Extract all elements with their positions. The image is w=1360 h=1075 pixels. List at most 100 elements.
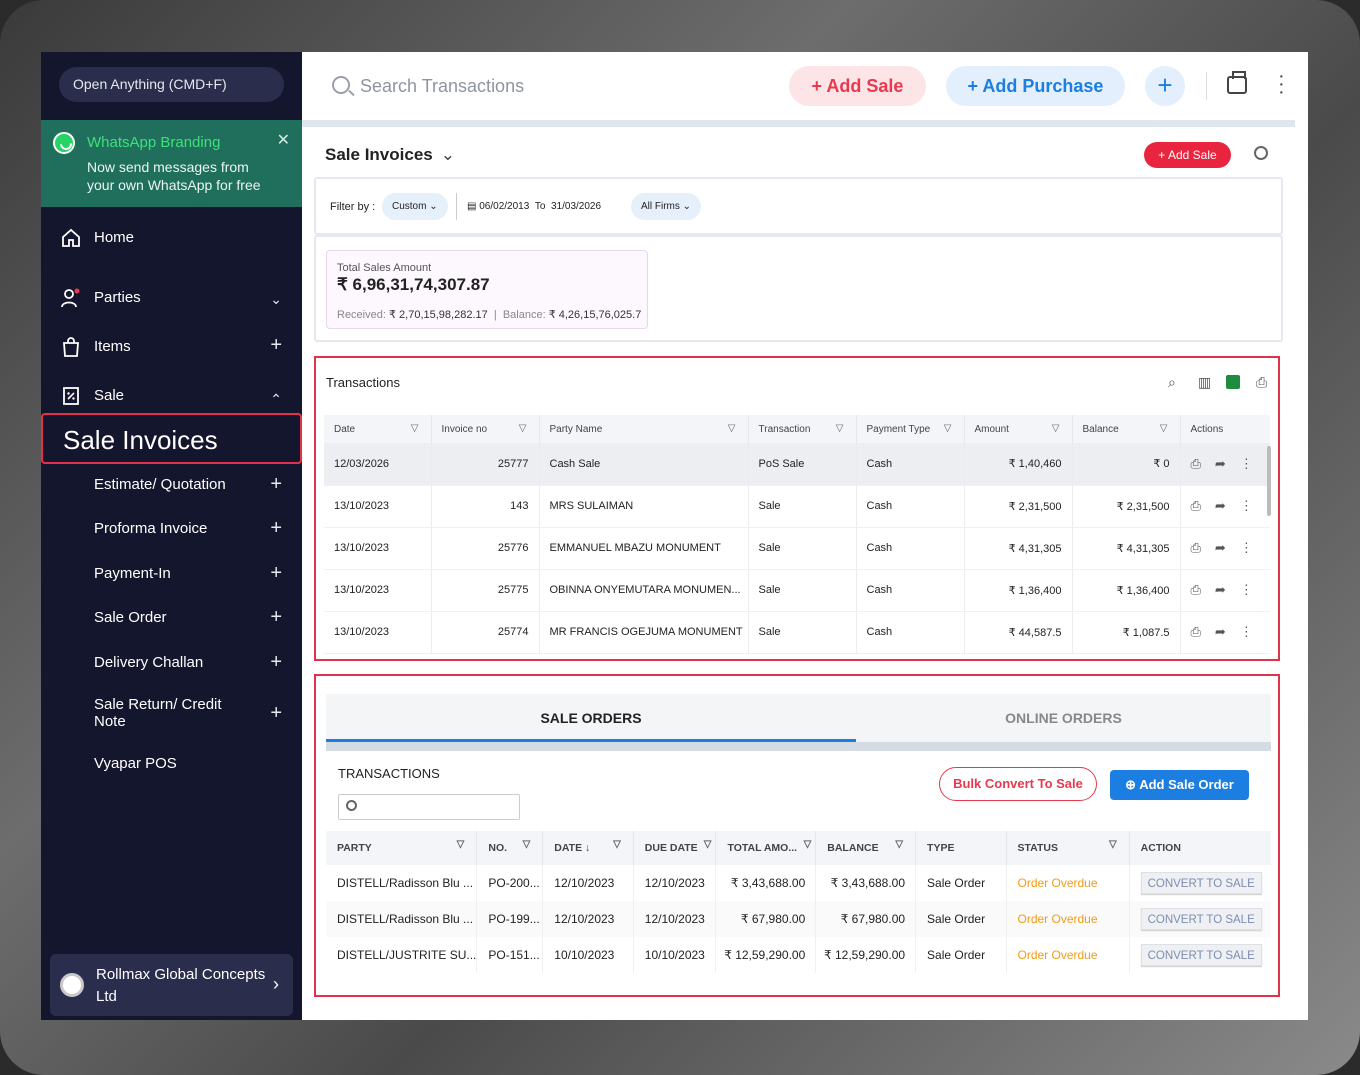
add-sale-small-button[interactable]: + Add Sale — [1144, 142, 1231, 168]
page-title[interactable]: Sale Invoices ⌄ — [325, 145, 455, 165]
divider — [1206, 72, 1207, 100]
more-icon[interactable]: ⋮ — [1239, 624, 1253, 639]
col-balance[interactable]: BALANCE ▽ — [815, 831, 917, 865]
sidebar-item-sale-order[interactable]: Sale Order + — [41, 598, 302, 638]
bulk-convert-button[interactable]: Bulk Convert To Sale — [939, 767, 1097, 801]
more-icon[interactable]: ⋮ — [1239, 582, 1253, 597]
col-amount[interactable]: Amount ▽ — [964, 415, 1073, 443]
convert-to-sale-button[interactable]: CONVERT TO SALE — [1140, 908, 1262, 930]
scrollbar[interactable] — [1267, 446, 1271, 516]
print-icon[interactable]: ⎙ — [1190, 498, 1201, 513]
sidebar-item-vyapar-pos[interactable]: Vyapar POS — [41, 744, 302, 784]
more-icon[interactable]: ⋮ — [1239, 455, 1253, 471]
plus-icon[interactable]: + — [270, 334, 282, 356]
add-sale-order-button[interactable]: ⊕ Add Sale Order — [1110, 770, 1249, 800]
print-icon[interactable]: ⎙ — [1190, 540, 1201, 555]
period-select[interactable]: Custom ⌄ — [382, 193, 448, 220]
col-payment[interactable]: Payment Type ▽ — [856, 415, 965, 443]
add-more-button[interactable]: + — [1145, 66, 1185, 106]
share-icon[interactable]: ➦ — [1214, 582, 1226, 597]
whatsapp-banner[interactable]: WhatsApp Branding Now send messages from… — [41, 120, 302, 207]
date-to-label: To — [534, 201, 546, 212]
plus-icon[interactable]: + — [270, 473, 282, 495]
date-range[interactable]: ▤ 06/02/2013 To 31/03/2026 — [456, 193, 612, 220]
plus-icon[interactable]: + — [270, 651, 282, 673]
col-action: ACTION — [1129, 831, 1271, 865]
transactions-title: Transactions — [326, 375, 400, 390]
col-party[interactable]: PARTY ▽ — [326, 831, 478, 865]
sidebar-item-items[interactable]: Items + — [41, 327, 302, 367]
more-icon[interactable]: · · · — [1278, 65, 1285, 103]
table-row[interactable]: DISTELL/Radisson Blu ... PO-200... 12/10… — [326, 865, 1271, 901]
convert-to-sale-button[interactable]: CONVERT TO SALE — [1140, 872, 1262, 894]
plus-icon[interactable]: + — [270, 702, 282, 724]
print-icon[interactable]: ⎙ — [1190, 624, 1201, 639]
company-switcher[interactable]: Rollmax Global Concepts Ltd › — [50, 954, 293, 1016]
open-anything-button[interactable]: Open Anything (CMD+F) — [59, 67, 284, 102]
col-party[interactable]: Party Name ▽ — [539, 415, 749, 443]
col-due-date[interactable]: DUE DATE ▽ — [633, 831, 717, 865]
cell-action: CONVERT TO SALE — [1129, 937, 1271, 973]
share-icon[interactable]: ➦ — [1214, 498, 1226, 513]
more-icon[interactable]: ⋮ — [1239, 498, 1253, 513]
table-row[interactable]: 13/10/2023 143 MRS SULAIMAN Sale Cash ₹ … — [324, 485, 1270, 528]
print-icon[interactable]: ⎙ — [1256, 374, 1268, 390]
chevron-down-icon[interactable]: ⌄ — [270, 291, 282, 307]
convert-to-sale-button[interactable]: CONVERT TO SALE — [1140, 944, 1262, 966]
table-row[interactable]: DISTELL/Radisson Blu ... PO-199... 12/10… — [326, 901, 1271, 937]
filter-icon: ▽ — [1051, 423, 1060, 434]
plus-icon[interactable]: + — [270, 606, 282, 628]
col-date[interactable]: Date ▽ — [324, 415, 432, 443]
plus-icon[interactable]: + — [270, 562, 282, 584]
filter-icon: ▽ — [703, 839, 712, 850]
col-total[interactable]: TOTAL AMO... ▽ — [715, 831, 817, 865]
more-icon[interactable]: ⋮ — [1239, 540, 1253, 555]
add-sale-button[interactable]: + Add Sale — [789, 66, 926, 106]
col-date[interactable]: DATE ↓ ▽ — [542, 831, 634, 865]
sidebar-item-payment-in[interactable]: Payment-In + — [41, 554, 302, 594]
share-icon[interactable]: ➦ — [1214, 624, 1226, 639]
col-transaction[interactable]: Transaction ▽ — [748, 415, 857, 443]
col-status[interactable]: STATUS ▽ — [1006, 831, 1130, 865]
search-icon[interactable]: ⌕ — [1168, 374, 1176, 390]
firm-select[interactable]: All Firms ⌄ — [631, 193, 702, 220]
table-row[interactable]: 13/10/2023 25774 MR FRANCIS OGEJUMA MONU… — [324, 611, 1270, 654]
filter-icon: ▽ — [522, 839, 531, 850]
sidebar-item-delivery-challan[interactable]: Delivery Challan + — [41, 643, 302, 683]
filter-icon: ▽ — [518, 423, 527, 434]
chevron-up-icon[interactable]: ⌃ — [270, 391, 282, 407]
print-icon[interactable]: ⎙ — [1190, 582, 1201, 597]
print-icon[interactable]: ⎙ — [1190, 455, 1201, 471]
excel-icon[interactable] — [1226, 375, 1240, 389]
sidebar-item-parties[interactable]: Parties ⌄ — [41, 278, 302, 318]
share-icon[interactable]: ➦ — [1214, 455, 1226, 471]
cell-party: EMMANUEL MBAZU MONUMENT — [539, 527, 749, 570]
add-purchase-button[interactable]: + Add Purchase — [946, 66, 1125, 106]
table-row[interactable]: DISTELL/JUSTRITE SU... PO-151... 10/10/2… — [326, 937, 1271, 973]
sidebar-item-home[interactable]: Home — [41, 218, 302, 258]
orders-search-input[interactable] — [338, 794, 520, 820]
gear-icon[interactable] — [1254, 146, 1268, 160]
cell-type: Sale Order — [915, 865, 1007, 901]
sidebar-item-estimate[interactable]: Estimate/ Quotation + — [41, 465, 302, 505]
close-icon[interactable]: ✕ — [276, 132, 290, 149]
bar-chart-icon[interactable]: ▥ — [1198, 374, 1212, 390]
search-transactions-input[interactable]: Search Transactions — [360, 76, 525, 96]
table-row[interactable]: 13/10/2023 25775 OBINNA ONYEMUTARA MONUM… — [324, 569, 1270, 612]
sidebar-item-sale-return[interactable]: Sale Return/ Credit Note + — [41, 687, 302, 737]
tab-sale-orders[interactable]: SALE ORDERS — [326, 694, 856, 742]
col-no[interactable]: NO. ▽ — [476, 831, 544, 865]
sidebar-item-proforma[interactable]: Proforma Invoice + — [41, 509, 302, 549]
filter-label: Filter by : — [330, 201, 376, 213]
print-icon[interactable] — [1227, 71, 1247, 94]
table-row[interactable]: 13/10/2023 25776 EMMANUEL MBAZU MONUMENT… — [324, 527, 1270, 570]
table-row[interactable]: 12/03/2026 25777 Cash Sale PoS Sale Cash… — [324, 443, 1270, 486]
sidebar-item-sale-invoices[interactable]: Sale Invoices — [41, 413, 302, 464]
plus-icon[interactable]: + — [270, 517, 282, 539]
col-invoice[interactable]: Invoice no ▽ — [431, 415, 540, 443]
col-balance[interactable]: Balance ▽ — [1072, 415, 1181, 443]
share-icon[interactable]: ➦ — [1214, 540, 1226, 555]
sidebar-item-label: Items — [94, 338, 131, 355]
sidebar-item-sale[interactable]: Sale ⌃ — [41, 376, 302, 416]
tab-online-orders[interactable]: ONLINE ORDERS — [1005, 710, 1122, 726]
